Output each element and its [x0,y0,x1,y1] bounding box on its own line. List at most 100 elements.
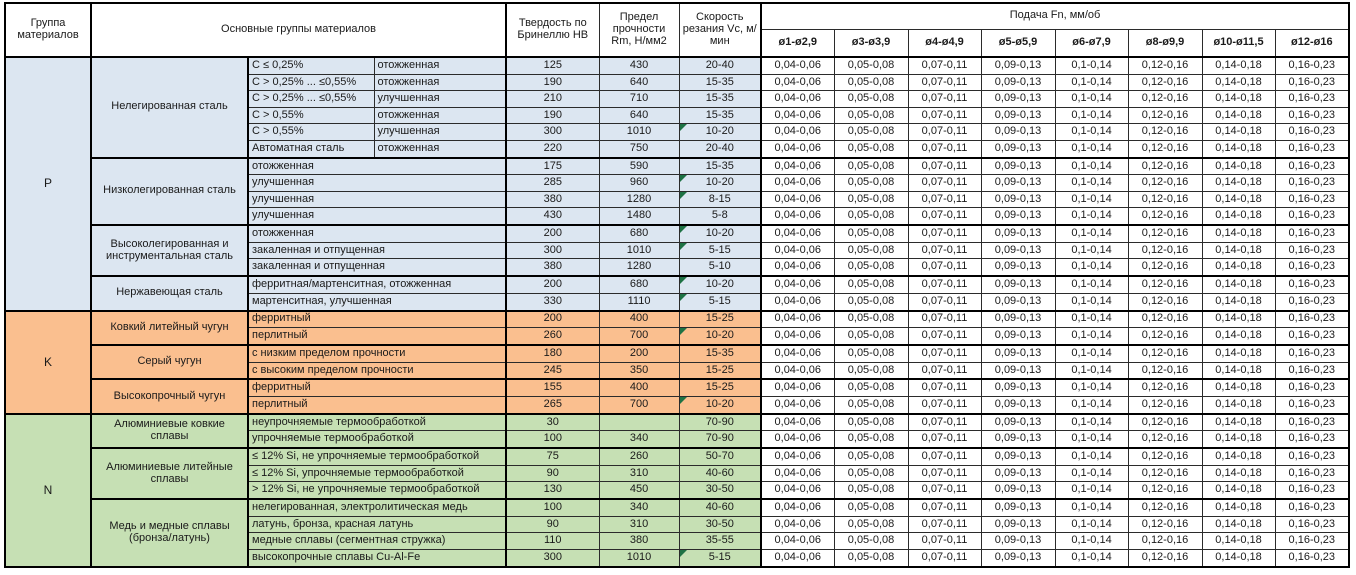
speed-cell[interactable]: 10-20 [678,275,763,294]
feed-cell[interactable]: 0,09-0,13 [980,327,1056,346]
hardness-cell[interactable]: 90 [505,515,600,534]
speed-cell[interactable]: 20-40 [678,55,763,75]
strength-cell[interactable]: 310 [598,515,680,534]
feed-cell[interactable]: 0,05-0,08 [833,515,909,534]
group-name-cell[interactable]: Высокопрочный чугун [90,378,249,415]
feed-cell[interactable]: 0,16-0,23 [1274,106,1350,125]
feed-cell[interactable]: 0,1-0,14 [1054,123,1129,141]
feed-cell[interactable]: 0,1-0,14 [1054,106,1129,125]
feed-cell[interactable]: 0,04-0,06 [760,156,835,176]
feed-cell[interactable]: 0,16-0,23 [1274,447,1350,466]
speed-cell[interactable]: 5-10 [678,258,763,277]
feed-cell[interactable]: 0,09-0,13 [980,73,1056,92]
material-spec-cell[interactable]: C > 0,25% ... ≤0,55% [247,90,375,108]
strength-cell[interactable]: 590 [598,156,680,176]
feed-cell[interactable]: 0,14-0,18 [1201,447,1276,466]
strength-cell[interactable]: 640 [598,73,680,92]
feed-cell[interactable]: 0,14-0,18 [1201,275,1276,294]
speed-cell[interactable]: 10-20 [678,396,763,415]
feed-cell[interactable]: 0,05-0,08 [833,532,909,550]
speed-cell[interactable]: 10-20 [678,224,763,243]
feed-cell[interactable]: 0,14-0,18 [1201,498,1276,517]
speed-cell[interactable]: 40-60 [678,498,763,517]
hardness-cell[interactable]: 300 [505,241,600,260]
feed-cell[interactable]: 0,14-0,18 [1201,156,1276,176]
hardness-cell[interactable]: 30 [505,412,600,432]
feed-cell[interactable]: 0,12-0,16 [1127,55,1203,75]
header-group-column[interactable]: Группа материалов [4,2,92,58]
feed-cell[interactable]: 0,09-0,13 [980,343,1056,363]
feed-cell[interactable]: 0,1-0,14 [1054,327,1129,346]
feed-cell[interactable]: 0,07-0,11 [907,343,982,363]
feed-cell[interactable]: 0,09-0,13 [980,106,1056,125]
feed-cell[interactable]: 0,05-0,08 [833,430,909,449]
feed-cell[interactable]: 0,12-0,16 [1127,378,1203,398]
feed-cell[interactable]: 0,16-0,23 [1274,241,1350,260]
feed-cell[interactable]: 0,07-0,11 [907,361,982,380]
feed-cell[interactable]: 0,16-0,23 [1274,139,1350,159]
material-desc-cell[interactable]: нелегированная, электролитическая медь [247,498,508,517]
feed-cell[interactable]: 0,04-0,06 [760,123,835,141]
strength-cell[interactable]: 200 [598,343,680,363]
feed-cell[interactable]: 0,07-0,11 [907,447,982,466]
feed-cell[interactable]: 0,1-0,14 [1054,412,1129,432]
feed-cell[interactable]: 0,05-0,08 [833,343,909,363]
strength-cell[interactable]: 350 [598,361,680,380]
feed-cell[interactable]: 0,16-0,23 [1274,190,1350,209]
feed-cell[interactable]: 0,12-0,16 [1127,361,1203,380]
feed-cell[interactable]: 0,09-0,13 [980,258,1056,277]
feed-cell[interactable]: 0,07-0,11 [907,90,982,108]
feed-cell[interactable]: 0,09-0,13 [980,292,1056,312]
feed-cell[interactable]: 0,04-0,06 [760,412,835,432]
material-condition-cell[interactable]: улучшенная [373,90,508,108]
feed-cell[interactable]: 0,1-0,14 [1054,447,1129,466]
feed-cell[interactable]: 0,16-0,23 [1274,73,1350,92]
strength-cell[interactable]: 680 [598,275,680,294]
header-feed-diameter[interactable]: ø8-ø9,9 [1127,28,1203,58]
feed-cell[interactable]: 0,05-0,08 [833,207,909,226]
speed-cell[interactable]: 15-25 [678,309,763,329]
feed-cell[interactable]: 0,07-0,11 [907,73,982,92]
feed-cell[interactable]: 0,09-0,13 [980,55,1056,75]
feed-cell[interactable]: 0,09-0,13 [980,190,1056,209]
material-desc-cell[interactable]: ферритная/мартенситная, отожженная [247,275,508,294]
strength-cell[interactable]: 400 [598,309,680,329]
feed-cell[interactable]: 0,05-0,08 [833,548,909,568]
hardness-cell[interactable]: 300 [505,548,600,568]
header-feed-diameter[interactable]: ø12-ø16 [1274,28,1350,58]
feed-cell[interactable]: 0,04-0,06 [760,430,835,449]
feed-cell[interactable]: 0,07-0,11 [907,275,982,294]
material-desc-cell[interactable]: отожженная [247,224,508,243]
feed-cell[interactable]: 0,04-0,06 [760,275,835,294]
feed-cell[interactable]: 0,12-0,16 [1127,207,1203,226]
feed-cell[interactable]: 0,12-0,16 [1127,515,1203,534]
feed-cell[interactable]: 0,05-0,08 [833,174,909,192]
material-desc-cell[interactable]: ≤ 12% Si, не упрочняемые термообработкой [247,447,508,466]
feed-cell[interactable]: 0,12-0,16 [1127,412,1203,432]
feed-cell[interactable]: 0,16-0,23 [1274,123,1350,141]
speed-cell[interactable]: 30-50 [678,481,763,500]
feed-cell[interactable]: 0,04-0,06 [760,139,835,159]
feed-cell[interactable]: 0,09-0,13 [980,481,1056,500]
feed-cell[interactable]: 0,07-0,11 [907,190,982,209]
header-feed-diameter[interactable]: ø3-ø3,9 [833,28,909,58]
feed-cell[interactable]: 0,07-0,11 [907,327,982,346]
strength-cell[interactable]: 450 [598,481,680,500]
hardness-cell[interactable]: 125 [505,55,600,75]
feed-cell[interactable]: 0,12-0,16 [1127,275,1203,294]
speed-cell[interactable]: 10-20 [678,174,763,192]
feed-cell[interactable]: 0,12-0,16 [1127,309,1203,329]
feed-cell[interactable]: 0,1-0,14 [1054,275,1129,294]
feed-cell[interactable]: 0,1-0,14 [1054,90,1129,108]
group-name-cell[interactable]: Нелегированная сталь [90,56,249,159]
material-condition-cell[interactable]: отожженная [373,106,508,125]
feed-cell[interactable]: 0,04-0,06 [760,106,835,125]
feed-cell[interactable]: 0,14-0,18 [1201,55,1276,75]
feed-cell[interactable]: 0,07-0,11 [907,515,982,534]
hardness-cell[interactable]: 430 [505,207,600,226]
feed-cell[interactable]: 0,05-0,08 [833,73,909,92]
feed-cell[interactable]: 0,05-0,08 [833,55,909,75]
strength-cell[interactable]: 1280 [598,190,680,209]
feed-cell[interactable]: 0,07-0,11 [907,139,982,159]
material-desc-cell[interactable]: мартенситная, улучшенная [247,292,508,312]
